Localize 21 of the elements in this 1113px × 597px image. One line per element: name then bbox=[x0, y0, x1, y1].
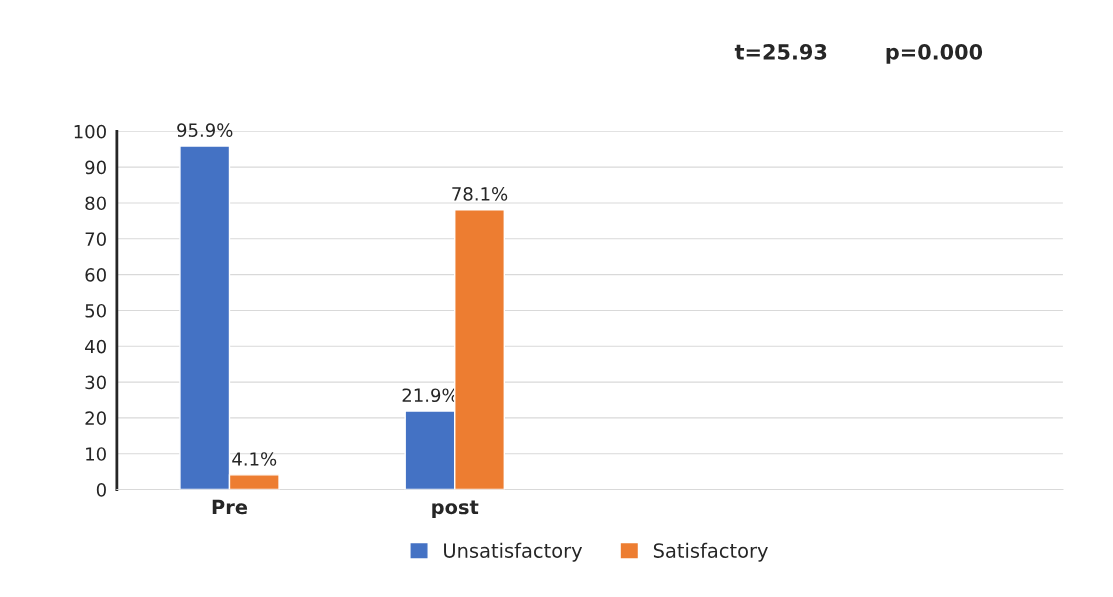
y-tick-label: 100 bbox=[74, 124, 106, 139]
y-tick-label: 60 bbox=[85, 268, 106, 282]
y-tick-label: 10 bbox=[86, 447, 106, 461]
y-tick-label: 90 bbox=[85, 160, 106, 175]
data-label: 4.1% bbox=[232, 452, 277, 466]
legend-label: Satisfactory bbox=[653, 542, 768, 562]
y-tick-label: 40 bbox=[85, 339, 106, 354]
text: p=0.000 bbox=[886, 44, 983, 64]
legend-label: Unsatisfactory bbox=[444, 542, 583, 562]
y-tick-label: 20 bbox=[85, 411, 106, 426]
y-tick-label: 80 bbox=[85, 196, 106, 211]
data-label: 21.9% bbox=[402, 388, 458, 403]
y-tick-label: 30 bbox=[85, 375, 106, 390]
text: t=25.93 bbox=[734, 44, 827, 60]
x-tick-label: post bbox=[432, 500, 479, 519]
y-tick-label: 70 bbox=[85, 232, 106, 246]
data-label: 78.1% bbox=[452, 187, 508, 201]
y-tick-label: 50 bbox=[85, 303, 106, 318]
y-tick-label: 0 bbox=[96, 483, 106, 497]
data-label: 95.9% bbox=[177, 123, 233, 137]
x-tick-label: Pre bbox=[212, 499, 248, 515]
